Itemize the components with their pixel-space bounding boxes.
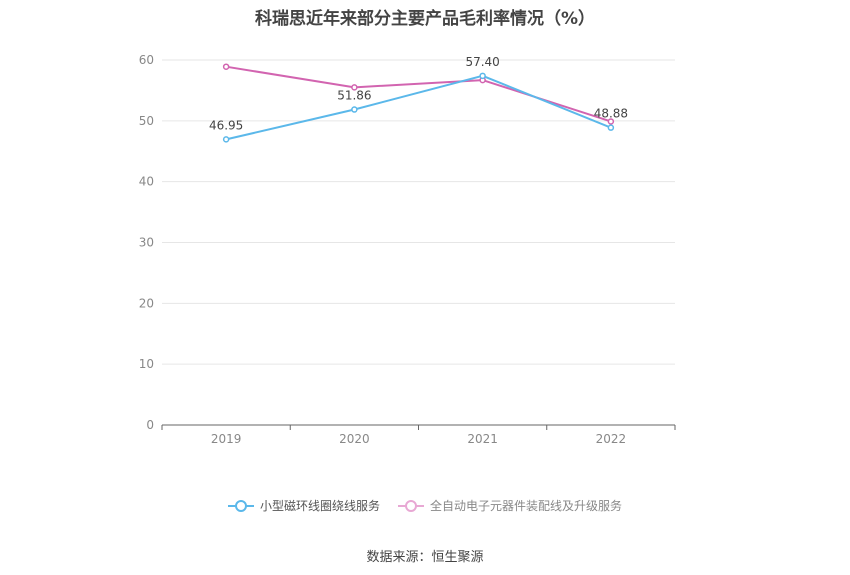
y-tick-label-50: 50 (139, 114, 154, 128)
data-label-2020: 51.86 (337, 89, 371, 103)
y-tick-label-10: 10 (139, 357, 154, 371)
y-tick-label-30: 30 (139, 236, 154, 250)
legend: 小型磁环线圈绕线服务 全自动电子元器件装配线及升级服务 (0, 497, 850, 514)
x-tick-label-2021: 2021 (467, 432, 498, 446)
x-tick-label-2022: 2022 (596, 432, 627, 446)
data-point-s1-2020 (351, 106, 358, 113)
data-source: 数据来源：恒生聚源 (366, 550, 484, 565)
series-line-1 (225, 74, 612, 141)
data-point-s2-2020 (351, 84, 358, 91)
legend-label-series-2: 全自动电子元器件装配线及升级服务 (430, 499, 623, 513)
chart-title: 科瑞思近年来部分主要产品毛利率情况（%） (254, 9, 596, 29)
series-group (222, 63, 615, 143)
x-tick-label-2019: 2019 (211, 432, 242, 446)
data-label-2022: 48.88 (594, 107, 628, 121)
legend-item-series-1[interactable]: 小型磁环线圈绕线服务 (227, 497, 380, 514)
x-tick-label-2020: 2020 (339, 432, 370, 446)
data-point-s2-2019 (222, 63, 230, 70)
y-tick-label-40: 40 (139, 175, 154, 189)
grid-lines (162, 59, 675, 365)
legend-item-series-2[interactable]: 全自动电子元器件装配线及升级服务 (398, 497, 622, 514)
data-label-2021: 57.40 (465, 55, 499, 69)
axes: 0 10 20 30 40 50 60 2019 2020 2021 2022 (139, 53, 676, 446)
series-line-2 (225, 65, 612, 123)
data-point-s1-2022 (607, 124, 615, 131)
legend-swatch-series-2 (398, 499, 424, 512)
data-labels: 46.95 51.86 57.40 48.88 (209, 55, 628, 133)
legend-label-series-1: 小型磁环线圈绕线服务 (259, 499, 380, 513)
data-point-s1-2021 (479, 72, 486, 80)
y-tick-label-20: 20 (139, 296, 154, 310)
y-tick-label-0: 0 (146, 418, 154, 432)
legend-swatch-series-1 (227, 499, 254, 512)
y-tick-label-60: 60 (139, 53, 154, 67)
data-label-2019: 46.95 (209, 118, 243, 132)
data-point-s1-2019 (222, 136, 230, 143)
data-point-s2-2022 (607, 118, 615, 125)
